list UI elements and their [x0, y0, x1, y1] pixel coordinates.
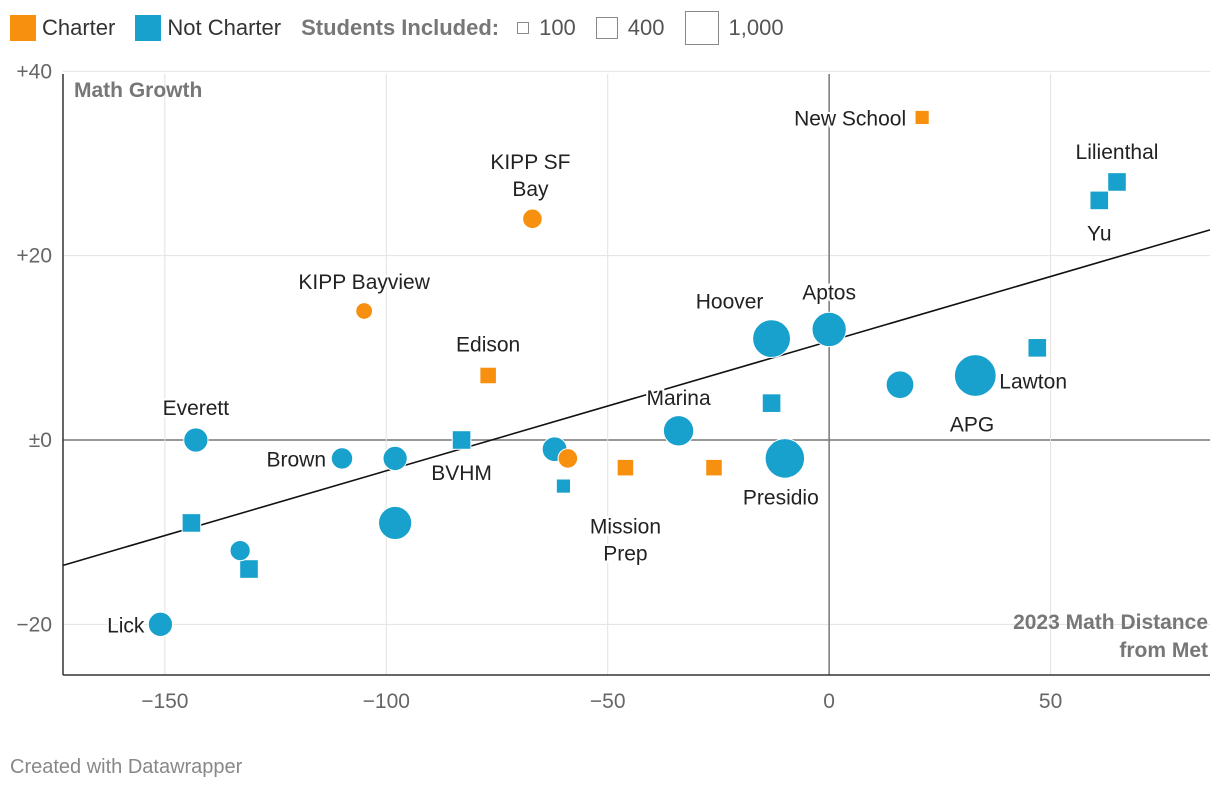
x-tick-label: −150 — [141, 690, 188, 713]
point-unlabeled — [555, 478, 572, 494]
x-tick-label: −100 — [363, 690, 410, 713]
legend-size-100: 100 — [517, 15, 576, 41]
label-hoover: Hoover — [696, 291, 764, 314]
x-tick-label: 50 — [1039, 690, 1062, 713]
y-tick-label: +40 — [16, 60, 52, 83]
label-bvhm: BVHM — [431, 462, 492, 485]
label-lawton: Lawton — [999, 370, 1067, 393]
credit-footer: Created with Datawrapper — [10, 756, 243, 778]
label-new-school: New School — [794, 107, 906, 130]
point-apg — [885, 370, 915, 400]
gridlines — [63, 70, 1210, 675]
y-tick-label: −20 — [16, 613, 52, 636]
point-unlabeled — [181, 513, 202, 533]
legend-not-charter-swatch — [135, 15, 162, 41]
label-kipp-sf-bay: KIPP SF Bay — [490, 151, 570, 201]
legend-size-400-label: 400 — [627, 15, 665, 40]
point-unlabeled — [239, 559, 259, 579]
point-presidio — [764, 438, 806, 479]
legend-size-100-label: 100 — [539, 15, 576, 40]
point-kipp-sf-bay — [522, 208, 543, 230]
point-hoover — [752, 319, 792, 359]
label-apg: APG — [950, 414, 994, 437]
y-tick-label: ±0 — [29, 429, 52, 452]
legend-charter-label: Charter — [42, 15, 116, 40]
label-everett: Everett — [163, 397, 230, 420]
point-unlabeled — [1027, 338, 1048, 358]
point-mission-prep — [616, 458, 635, 477]
data-points — [147, 109, 1127, 637]
point-unlabeled — [705, 458, 723, 477]
point-unlabeled — [761, 393, 782, 413]
y-axis-title: Math Growth — [74, 79, 202, 102]
label-presidio: Presidio — [743, 486, 819, 509]
point-bvhm — [451, 430, 472, 450]
legend-size-1000: 1,000 — [684, 11, 784, 45]
point-labels: New School KIPP SF Bay KIPP Bayview Edison Mi… — [105, 105, 1160, 639]
legend-charter-swatch — [10, 15, 36, 41]
legend-charter[interactable]: Charter — [10, 15, 115, 41]
label-edison: Edison — [456, 333, 520, 356]
point-new-school — [914, 109, 930, 126]
label-aptos: Aptos — [802, 281, 856, 304]
x-tick-label: −50 — [590, 690, 626, 713]
point-aptos — [811, 311, 847, 348]
label-lick: Lick — [107, 614, 145, 637]
legend: Charter Not Charter Students Included: 1… — [10, 11, 804, 45]
legend-size-400-box — [595, 17, 618, 39]
point-lilienthal — [1107, 172, 1127, 192]
point-kipp-bayview — [355, 302, 374, 320]
legend-size-1000-label: 1,000 — [728, 15, 784, 40]
point-brown — [330, 447, 354, 470]
legend-size-400: 400 — [595, 15, 665, 41]
legend-size-title: Students Included: — [301, 15, 500, 40]
x-axis-title-line1: 2023 Math Distance — [1013, 611, 1208, 634]
label-brown: Brown — [266, 448, 326, 471]
legend-not-charter[interactable]: Not Charter — [135, 15, 281, 41]
label-mission-prep: Mission Prep — [590, 516, 661, 566]
x-axis-title-line2: from Met — [1119, 639, 1208, 662]
point-lick — [147, 611, 174, 637]
label-yu: Yu — [1087, 222, 1112, 245]
label-lilienthal: Lilienthal — [1076, 141, 1159, 164]
point-unlabeled — [378, 505, 413, 541]
y-tick-label: +20 — [16, 245, 52, 268]
trendline-group — [62, 229, 1211, 567]
legend-size-1000-box — [684, 11, 719, 45]
point-lawton — [953, 354, 997, 397]
point-everett — [183, 427, 209, 453]
label-kipp-bayview: KIPP Bayview — [298, 271, 430, 294]
point-unlabeled — [229, 539, 251, 562]
point-unlabeled — [382, 445, 408, 472]
legend-size-100-box — [517, 22, 530, 34]
point-edison — [479, 366, 497, 385]
point-yu — [1089, 190, 1110, 211]
axes: +40 +20 ±0 −20 −150 −100 −50 0 50 — [16, 60, 1210, 713]
point-unlabeled — [557, 448, 579, 469]
label-marina: Marina — [646, 387, 711, 410]
legend-not-charter-label: Not Charter — [167, 15, 282, 40]
trendline — [62, 229, 1211, 567]
point-marina — [662, 415, 695, 447]
x-tick-label: 0 — [823, 690, 835, 713]
